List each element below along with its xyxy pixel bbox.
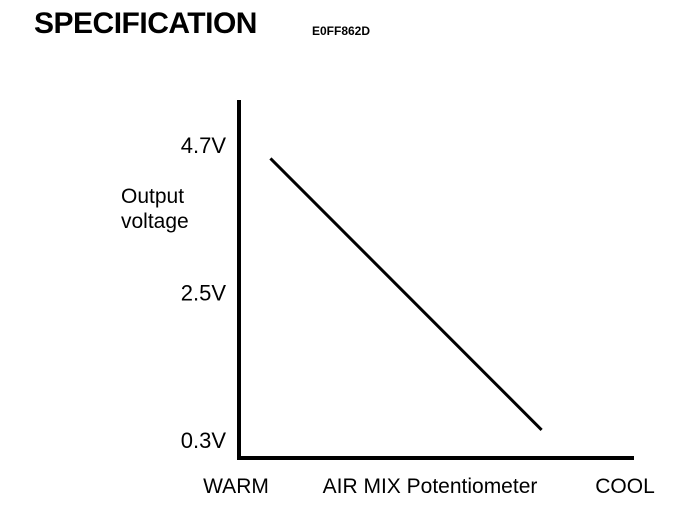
y-tick-label: 2.5V: [181, 281, 227, 306]
y-axis-label-line: Output: [121, 185, 184, 208]
chart-series: [269, 157, 543, 432]
chart-axes: [237, 100, 634, 460]
chart-ticks: 4.7V 2.5V 0.3V WARM COOL: [181, 133, 655, 498]
x-tick-label: WARM: [203, 475, 269, 498]
x-tick-label: COOL: [595, 475, 655, 498]
y-tick-label: 0.3V: [181, 428, 227, 453]
series-line: [269, 157, 543, 432]
x-axis-label: AIR MIX Potentiometer: [323, 475, 538, 498]
page-title: SPECIFICATION: [34, 7, 257, 40]
y-axis-label: Output voltage: [121, 185, 189, 233]
document-code: E0FF862D: [312, 24, 371, 38]
chart-labels: AIR MIX Potentiometer Output voltage: [121, 185, 537, 498]
y-axis-label-line: voltage: [121, 210, 189, 233]
y-tick-label: 4.7V: [181, 133, 227, 158]
